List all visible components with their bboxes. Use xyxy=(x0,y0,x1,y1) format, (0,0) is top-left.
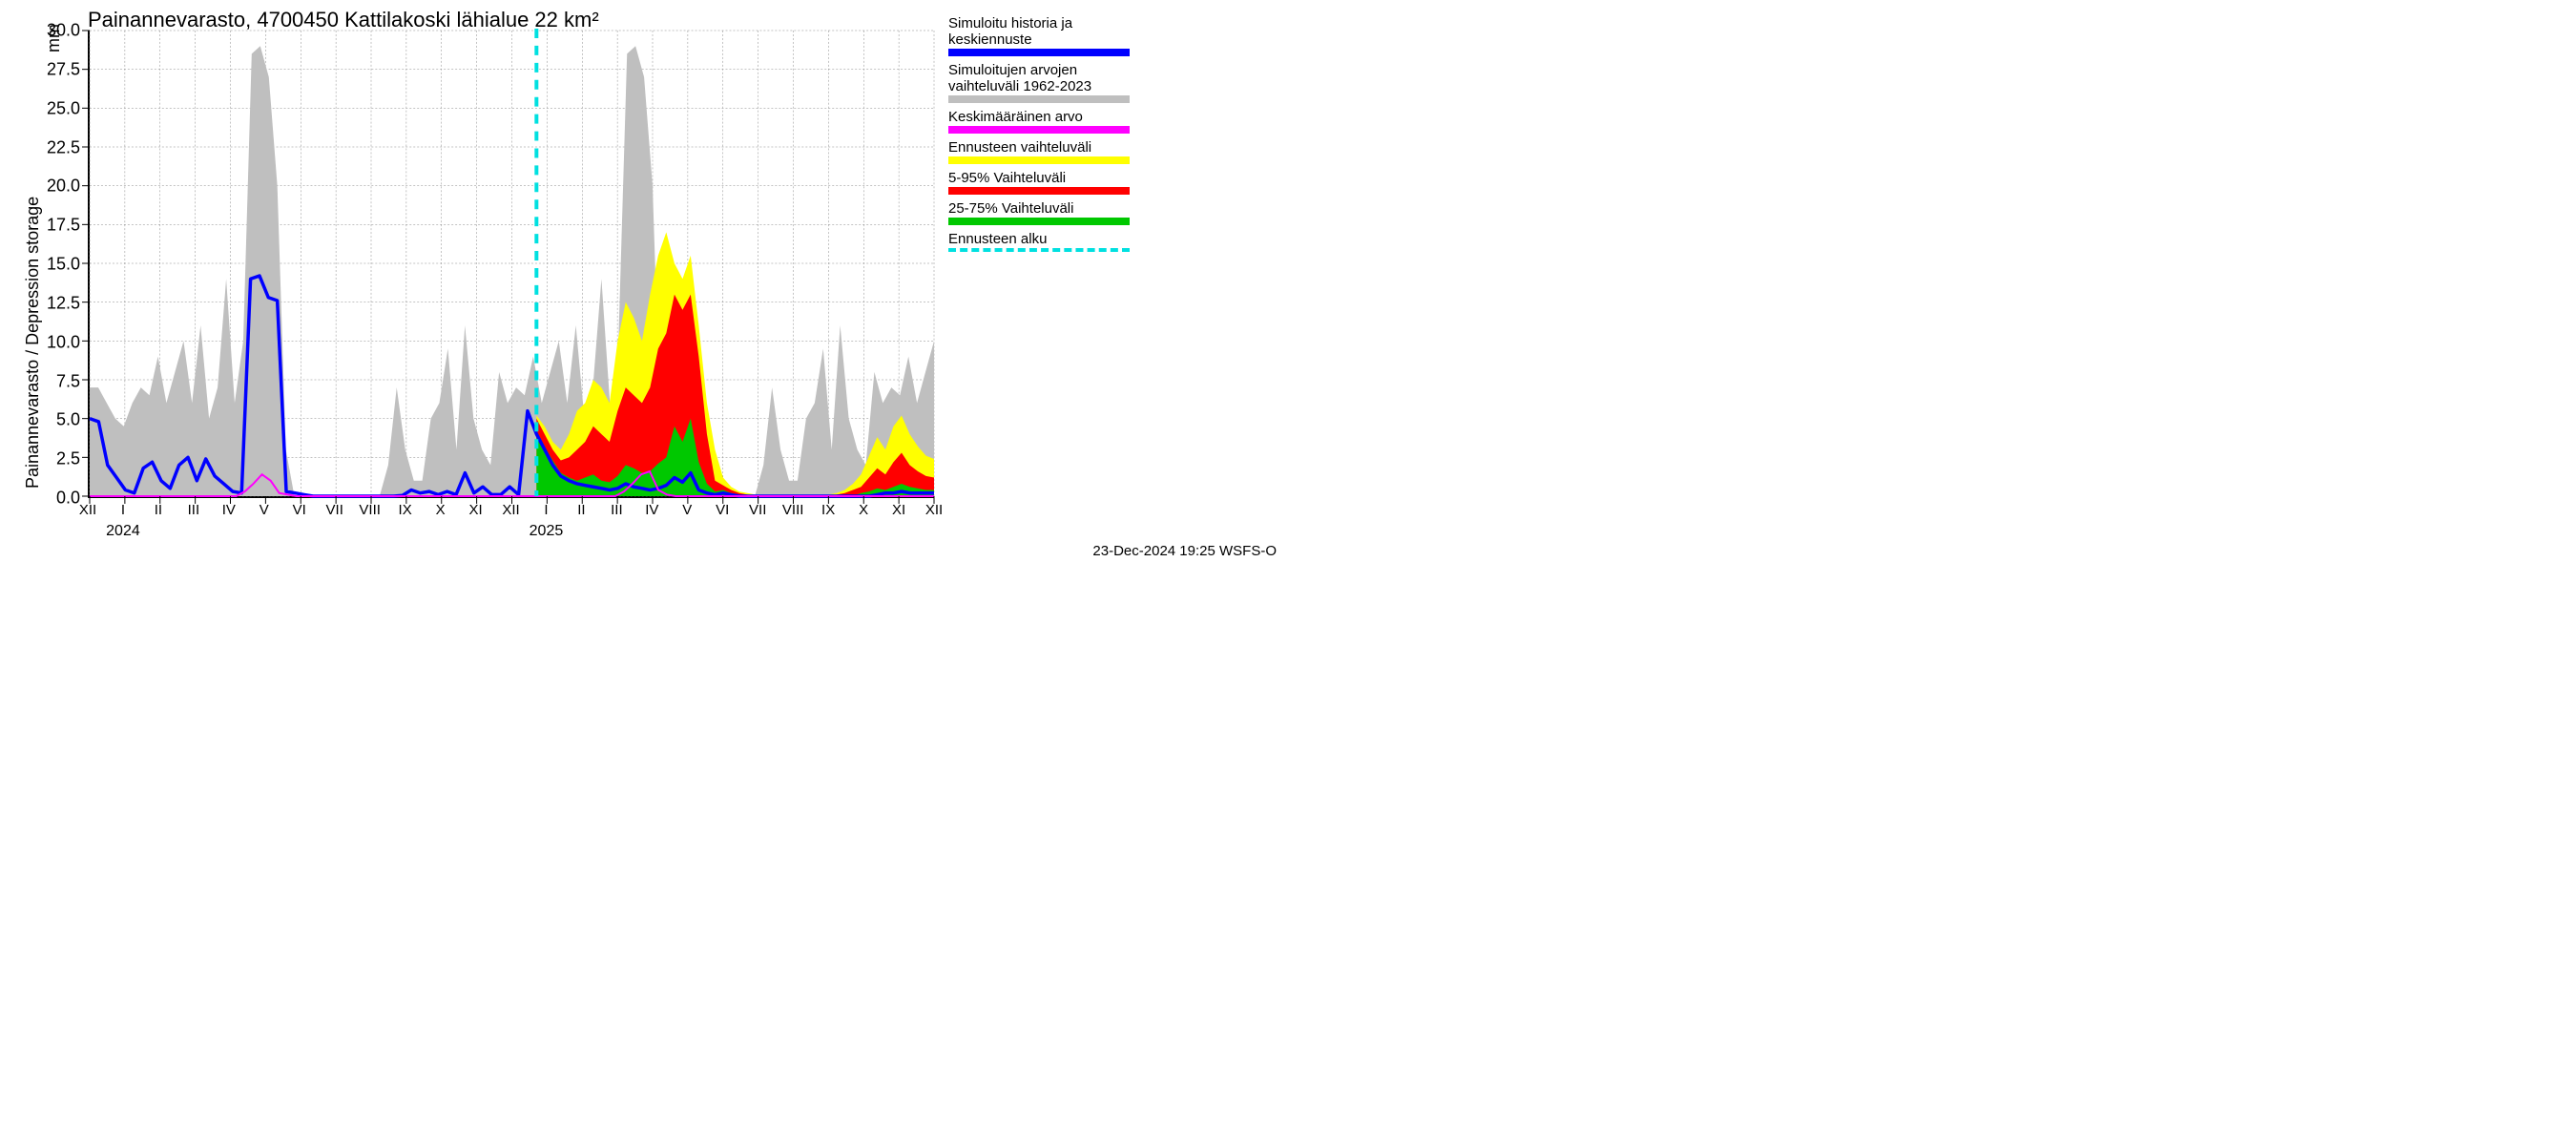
legend-swatch xyxy=(948,95,1130,103)
legend-label: Simuloitu historia ja xyxy=(948,15,1139,31)
x-tick-month-label: II xyxy=(155,502,162,518)
x-tick-month-label: III xyxy=(611,502,623,518)
y-tick-label: 5.0 xyxy=(56,410,80,430)
legend-label: keskiennuste xyxy=(948,31,1139,48)
x-tick-month-label: IV xyxy=(645,502,658,518)
legend-entry: 25-75% Vaihteluväli xyxy=(948,200,1139,225)
y-tick-label: 7.5 xyxy=(56,371,80,391)
x-tick-month-label: VIII xyxy=(359,502,381,518)
x-tick-month-label: X xyxy=(859,502,868,518)
y-tick-label: 12.5 xyxy=(47,293,80,313)
legend-label: 25-75% Vaihteluväli xyxy=(948,200,1139,217)
x-tick-month-label: IV xyxy=(222,502,236,518)
legend-label: Keskimääräinen arvo xyxy=(948,109,1139,125)
legend-label: Ennusteen alku xyxy=(948,231,1139,247)
y-tick-label: 10.0 xyxy=(47,332,80,352)
x-tick-month-label: VI xyxy=(716,502,729,518)
legend-entry: Ennusteen alku xyxy=(948,231,1139,252)
legend-entry: Ennusteen vaihteluväli xyxy=(948,139,1139,164)
x-tick-month-label: VII xyxy=(749,502,766,518)
plot-area xyxy=(88,31,934,498)
timestamp-label: 23-Dec-2024 19:25 WSFS-O xyxy=(1092,543,1277,559)
x-tick-month-label: XII xyxy=(79,502,96,518)
legend: Simuloitu historia jakeskiennusteSimuloi… xyxy=(948,15,1139,258)
x-tick-month-label: I xyxy=(121,502,125,518)
legend-entry: 5-95% Vaihteluväli xyxy=(948,170,1139,195)
x-tick-month-label: XI xyxy=(468,502,482,518)
legend-label: Simuloitujen arvojen xyxy=(948,62,1139,78)
x-tick-month-label: IX xyxy=(821,502,835,518)
x-tick-month-label: II xyxy=(577,502,585,518)
x-tick-month-label: V xyxy=(260,502,269,518)
legend-swatch xyxy=(948,187,1130,195)
y-tick-label: 20.0 xyxy=(47,177,80,197)
y-tick-label: 17.5 xyxy=(47,216,80,236)
x-tick-month-label: I xyxy=(544,502,548,518)
x-tick-month-label: VII xyxy=(326,502,343,518)
y-tick-label: 15.0 xyxy=(47,255,80,275)
legend-swatch xyxy=(948,248,1130,252)
legend-entry: Simuloitu historia jakeskiennuste xyxy=(948,15,1139,56)
x-tick-month-label: XII xyxy=(502,502,519,518)
x-tick-month-label: V xyxy=(682,502,692,518)
y-tick-label: 22.5 xyxy=(47,137,80,157)
chart-title: Painannevarasto, 4700450 Kattilakoski lä… xyxy=(88,8,599,32)
x-tick-labels: XIIIIIIIIIVVVIVIIVIIIIXXXIXIIIIIIIIIVVVI… xyxy=(88,500,934,548)
legend-entry: Keskimääräinen arvo xyxy=(948,109,1139,134)
legend-swatch xyxy=(948,156,1130,164)
y-tick-labels: 0.02.55.07.510.012.515.017.520.022.525.0… xyxy=(0,31,84,498)
x-tick-month-label: XII xyxy=(925,502,943,518)
legend-label: 5-95% Vaihteluväli xyxy=(948,170,1139,186)
legend-swatch xyxy=(948,49,1130,56)
x-tick-year-label: 2024 xyxy=(106,523,140,540)
y-tick-label: 25.0 xyxy=(47,98,80,118)
x-tick-month-label: XI xyxy=(892,502,905,518)
legend-entry: Simuloitujen arvojenvaihteluväli 1962-20… xyxy=(948,62,1139,103)
x-tick-month-label: VIII xyxy=(782,502,804,518)
y-tick-label: 2.5 xyxy=(56,449,80,469)
legend-swatch xyxy=(948,218,1130,225)
x-tick-year-label: 2025 xyxy=(530,523,564,540)
x-tick-month-label: VI xyxy=(293,502,306,518)
y-tick-label: 30.0 xyxy=(47,21,80,41)
legend-label: Ennusteen vaihteluväli xyxy=(948,139,1139,156)
y-tick-label: 0.0 xyxy=(56,489,80,509)
x-tick-month-label: X xyxy=(436,502,446,518)
y-tick-label: 27.5 xyxy=(47,59,80,79)
legend-swatch xyxy=(948,126,1130,134)
legend-label: vaihteluväli 1962-2023 xyxy=(948,78,1139,94)
x-tick-month-label: III xyxy=(188,502,200,518)
x-tick-month-label: IX xyxy=(399,502,412,518)
